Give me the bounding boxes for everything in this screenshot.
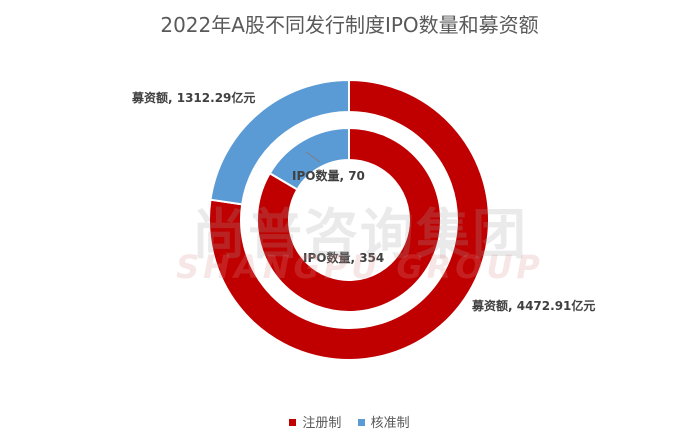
data-label-ipo-count-registration: IPO数量, 354 bbox=[303, 250, 384, 265]
data-label-ipo-count-approval: IPO数量, 70 bbox=[292, 168, 365, 183]
legend-label-approval: 核准制 bbox=[370, 416, 410, 431]
watermark-en: SHANGPU GROUP bbox=[176, 248, 544, 286]
leader-line-ipo-count-approval bbox=[305, 151, 321, 163]
slice-fundraising-registration bbox=[208, 78, 490, 361]
watermark-cn: 尚普咨询集团 bbox=[192, 203, 528, 266]
data-label-fundraising-approval: 募资额, 1312.29亿元 bbox=[131, 90, 255, 105]
slice-fundraising-approval bbox=[209, 78, 350, 206]
chart-title: 2022年A股不同发行制度IPO数量和募资额 bbox=[160, 13, 539, 37]
legend: 注册制 核准制 bbox=[0, 412, 699, 431]
data-label-fundraising-registration: 募资额, 4472.91亿元 bbox=[471, 298, 595, 313]
legend-item-approval: 核准制 bbox=[357, 412, 410, 431]
legend-swatch-registration bbox=[289, 419, 297, 426]
slice-ipo-count-approval bbox=[268, 126, 350, 191]
slice-ipo-count-registration bbox=[256, 126, 442, 313]
legend-swatch-approval bbox=[357, 419, 365, 426]
legend-item-registration: 注册制 bbox=[289, 412, 341, 431]
legend-label-registration: 注册制 bbox=[302, 416, 342, 431]
